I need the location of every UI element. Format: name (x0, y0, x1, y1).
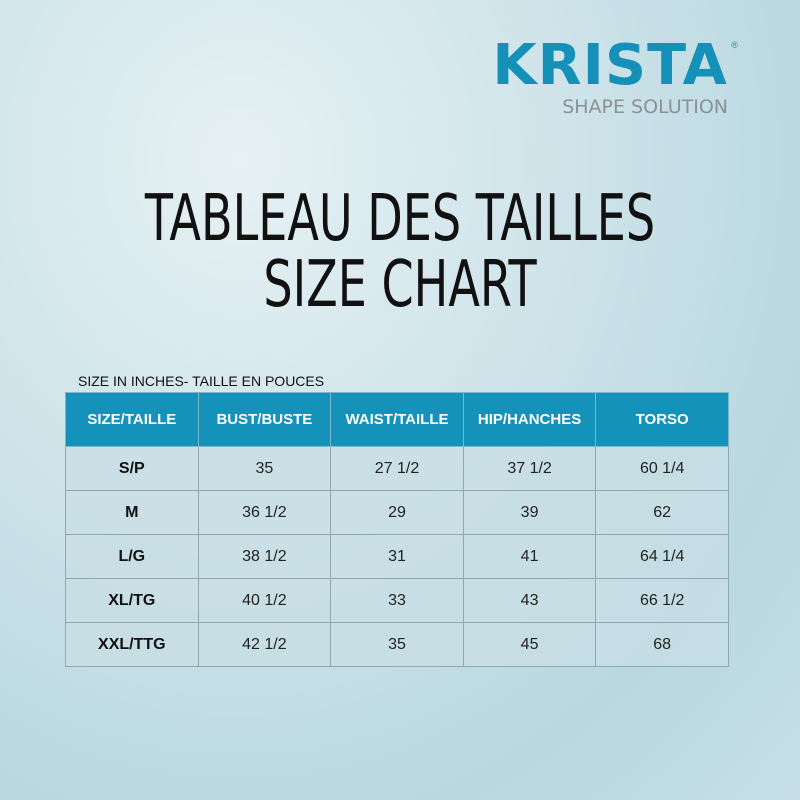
size-cell: S/P (65, 446, 199, 491)
measurement-cell: 42 1/2 (197, 622, 332, 667)
table-header-row: SIZE/TAILLE BUST/BUSTE WAIST/TAILLE HIP/HAN… (65, 392, 729, 447)
column-header: HIP/HANCHES (462, 392, 597, 447)
title-french: TABLEAU DES TAILLES (144, 182, 656, 256)
measurement-cell: 38 1/2 (197, 534, 332, 579)
size-cell: XXL/TTG (65, 622, 199, 667)
measurement-cell: 60 1/4 (595, 446, 729, 491)
size-table: SIZE/TAILLE BUST/BUSTE WAIST/TAILLE HIP/HAN… (65, 392, 729, 667)
table-row: M 36 1/2 29 39 62 (65, 490, 729, 535)
brand-tagline: SHAPE SOLUTION (562, 96, 728, 118)
page-title: TABLEAU DES TAILLES SIZE CHART (0, 186, 800, 318)
measurement-cell: 39 (462, 490, 597, 535)
column-header: BUST/BUSTE (197, 392, 332, 447)
column-header: TORSO (595, 392, 729, 447)
table-row: XL/TG 40 1/2 33 43 66 1/2 (65, 578, 729, 623)
table-row: XXL/TTG 42 1/2 35 45 68 (65, 622, 729, 667)
measurement-cell: 31 (330, 534, 464, 579)
brand-logo: KRISTA ® SHAPE SOLUTION (493, 38, 738, 119)
measurement-cell: 27 1/2 (330, 446, 464, 491)
size-cell: M (65, 490, 199, 535)
measurement-cell: 62 (595, 490, 729, 535)
units-caption: SIZE IN INCHES- TAILLE EN POUCES (78, 373, 325, 389)
measurement-cell: 29 (330, 490, 464, 535)
column-header: SIZE/TAILLE (65, 392, 199, 447)
size-cell: L/G (65, 534, 199, 579)
measurement-cell: 66 1/2 (595, 578, 729, 623)
measurement-cell: 33 (330, 578, 464, 623)
measurement-cell: 37 1/2 (462, 446, 597, 491)
measurement-cell: 45 (462, 622, 597, 667)
measurement-cell: 43 (462, 578, 597, 623)
measurement-cell: 64 1/4 (595, 534, 729, 579)
brand-name: KRISTA (492, 33, 728, 98)
size-cell: XL/TG (65, 578, 199, 623)
measurement-cell: 68 (595, 622, 729, 667)
measurement-cell: 40 1/2 (197, 578, 332, 623)
measurement-cell: 35 (330, 622, 464, 667)
measurement-cell: 41 (462, 534, 597, 579)
title-english: SIZE CHART (263, 248, 537, 322)
table-row: S/P 35 27 1/2 37 1/2 60 1/4 (65, 446, 729, 491)
column-header: WAIST/TAILLE (330, 392, 464, 447)
table-body: S/P 35 27 1/2 37 1/2 60 1/4 M 36 1/2 29 39 62 L/G 3… (65, 446, 729, 667)
registered-mark: ® (731, 40, 738, 50)
measurement-cell: 35 (197, 446, 332, 491)
measurement-cell: 36 1/2 (197, 490, 332, 535)
table-row: L/G 38 1/2 31 41 64 1/4 (65, 534, 729, 579)
